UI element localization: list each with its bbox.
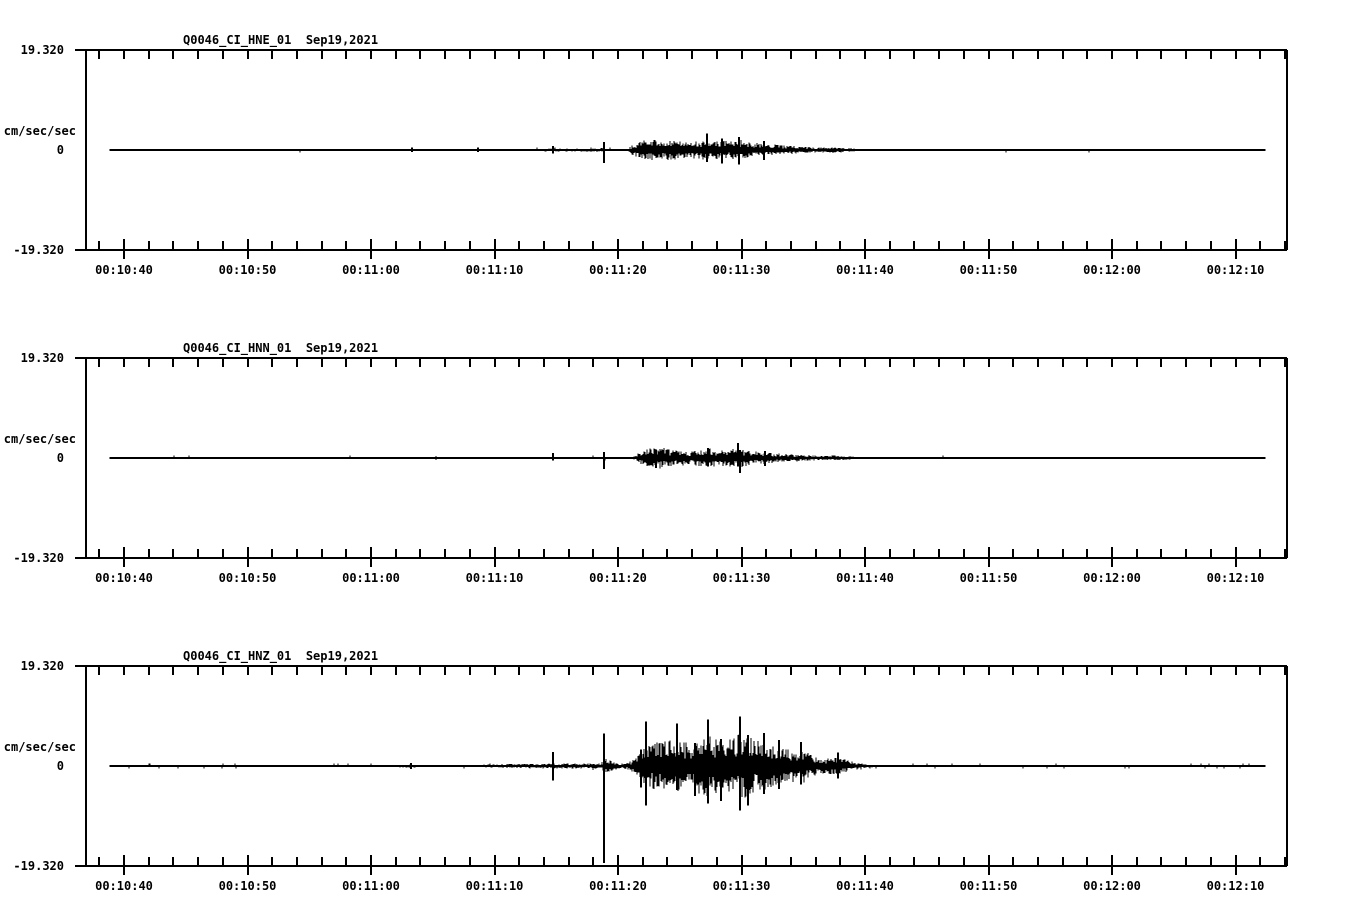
x-axis-time-label: 00:11:40	[836, 571, 894, 585]
x-axis-time-label: 00:11:40	[836, 263, 894, 277]
x-axis-time-label: 00:12:10	[1206, 263, 1265, 277]
x-axis-time-label: 00:11:50	[959, 571, 1018, 585]
x-axis-time-label: 00:12:00	[1083, 263, 1141, 277]
x-axis-time-label: 00:10:40	[95, 571, 153, 585]
y-max-label: 19.320	[20, 659, 64, 673]
y-zero-label: 0	[56, 143, 64, 157]
x-axis-time-label: 00:10:50	[218, 263, 277, 277]
x-axis-time-label: 00:11:30	[712, 879, 771, 893]
x-axis-time-label: 00:11:10	[465, 571, 524, 585]
x-axis-time-label: 00:11:20	[589, 571, 647, 585]
x-axis-time-label: 00:11:20	[589, 263, 647, 277]
x-axis-time-label: 00:10:40	[95, 879, 153, 893]
y-unit-label: cm/sec/sec	[3, 740, 76, 754]
x-axis-time-label: 00:12:00	[1083, 571, 1141, 585]
x-axis-time-label: 00:11:50	[959, 263, 1018, 277]
x-axis-time-label: 00:12:10	[1206, 879, 1265, 893]
y-unit-label: cm/sec/sec	[3, 432, 76, 446]
x-axis-time-label: 00:10:40	[95, 263, 153, 277]
x-axis-time-label: 00:11:20	[589, 879, 647, 893]
y-zero-label: 0	[56, 759, 64, 773]
panel-title: Q0046_CI_HNE_01 Sep19,2021	[183, 33, 379, 47]
x-axis-time-label: 00:11:00	[342, 263, 400, 277]
x-axis-time-label: 00:11:10	[465, 879, 524, 893]
x-axis-time-label: 00:11:30	[712, 571, 771, 585]
x-axis-time-label: 00:11:50	[959, 879, 1018, 893]
x-axis-time-label: 00:11:00	[342, 571, 400, 585]
x-axis-time-label: 00:10:50	[218, 571, 277, 585]
x-axis-time-label: 00:11:30	[712, 263, 771, 277]
y-max-label: 19.320	[20, 43, 64, 57]
y-zero-label: 0	[56, 451, 64, 465]
x-axis-time-label: 00:12:10	[1206, 571, 1265, 585]
y-max-label: 19.320	[20, 351, 64, 365]
y-min-label: -19.320	[13, 859, 64, 873]
x-axis-time-label: 00:11:00	[342, 879, 400, 893]
y-min-label: -19.320	[13, 551, 64, 565]
x-axis-time-label: 00:12:00	[1083, 879, 1141, 893]
panel-title: Q0046_CI_HNN_01 Sep19,2021	[183, 341, 379, 355]
x-axis-time-label: 00:10:50	[218, 879, 277, 893]
panel-title: Q0046_CI_HNZ_01 Sep19,2021	[183, 649, 379, 663]
y-min-label: -19.320	[13, 243, 64, 257]
x-axis-time-label: 00:11:10	[465, 263, 524, 277]
y-unit-label: cm/sec/sec	[3, 124, 76, 138]
x-axis-time-label: 00:11:40	[836, 879, 894, 893]
